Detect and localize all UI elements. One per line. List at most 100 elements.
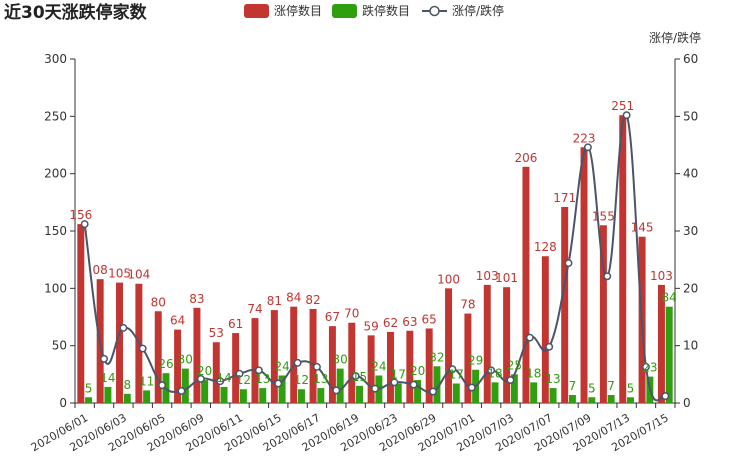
bar-limit-up[interactable] xyxy=(425,328,433,403)
ratio-point[interactable] xyxy=(254,366,263,375)
bar-limit-up[interactable] xyxy=(619,115,627,403)
bar-limit-up[interactable] xyxy=(212,342,220,403)
bar-limit-up[interactable] xyxy=(561,206,569,403)
ratio-point[interactable] xyxy=(332,386,341,395)
bar-limit-up[interactable] xyxy=(154,311,162,403)
bar-limit-down[interactable] xyxy=(297,389,305,403)
ratio-point[interactable] xyxy=(583,143,592,152)
bar-limit-up[interactable] xyxy=(193,307,201,403)
ratio-point[interactable] xyxy=(80,220,89,229)
bar-limit-down[interactable] xyxy=(510,374,518,403)
bar-limit-down[interactable] xyxy=(665,306,673,403)
bar-limit-up[interactable] xyxy=(367,335,375,403)
bar-limit-up[interactable] xyxy=(541,256,549,403)
y-tick-label-right: 0 xyxy=(683,396,691,410)
ratio-point[interactable] xyxy=(622,111,631,120)
ratio-point[interactable] xyxy=(119,323,128,332)
ratio-point[interactable] xyxy=(661,392,670,401)
bar-limit-up[interactable] xyxy=(580,147,588,403)
y-tick-label-right: 50 xyxy=(683,109,698,123)
ratio-point[interactable] xyxy=(138,344,147,353)
bar-limit-up[interactable] xyxy=(328,326,336,403)
bar-limit-up[interactable] xyxy=(290,306,298,403)
bar-limit-up[interactable] xyxy=(406,330,414,403)
bar-limit-down[interactable] xyxy=(588,397,596,403)
ratio-point[interactable] xyxy=(506,376,515,385)
data-label-limit-up: 100 xyxy=(437,272,460,286)
ratio-point[interactable] xyxy=(545,342,554,351)
bar-limit-up[interactable] xyxy=(348,322,356,403)
bar-limit-down[interactable] xyxy=(239,389,247,403)
ratio-point[interactable] xyxy=(158,381,167,390)
ratio-point[interactable] xyxy=(467,383,476,392)
bar-limit-down[interactable] xyxy=(123,393,131,403)
ratio-point[interactable] xyxy=(429,387,438,396)
ratio-point[interactable] xyxy=(642,362,650,371)
ratio-point[interactable] xyxy=(100,354,108,363)
ratio-point[interactable] xyxy=(177,387,186,395)
ratio-point[interactable] xyxy=(409,380,418,389)
data-label-limit-up: 145 xyxy=(631,221,654,235)
bar-limit-up[interactable] xyxy=(445,288,453,403)
bar-limit-down[interactable] xyxy=(181,368,189,403)
legend-item-limit-up[interactable]: 涨停数目 xyxy=(244,3,322,18)
bar-limit-up[interactable] xyxy=(464,313,472,403)
ratio-point[interactable] xyxy=(371,384,379,393)
bar-limit-down[interactable] xyxy=(627,397,634,403)
bar-limit-down[interactable] xyxy=(452,383,460,403)
bar-limit-down[interactable] xyxy=(414,380,422,403)
bar-limit-down[interactable] xyxy=(394,383,402,403)
ratio-point[interactable] xyxy=(525,333,534,342)
bar-limit-up[interactable] xyxy=(270,310,278,403)
ratio-point[interactable] xyxy=(196,374,205,383)
bar-limit-down[interactable] xyxy=(530,382,538,403)
legend: 涨停数目 跌停数目 涨停/跌停 xyxy=(244,3,504,18)
bar-limit-up[interactable] xyxy=(174,329,182,403)
ratio-point[interactable] xyxy=(235,369,244,378)
ratio-point[interactable] xyxy=(487,366,496,375)
bar-limit-up[interactable] xyxy=(309,308,317,403)
ratio-point[interactable] xyxy=(274,379,283,388)
bar-limit-down[interactable] xyxy=(85,397,93,403)
bar-limit-up[interactable] xyxy=(116,282,123,403)
bar-limit-up[interactable] xyxy=(77,224,85,403)
legend-item-limit-down[interactable]: 跌停数目 xyxy=(332,3,410,18)
ratio-point[interactable] xyxy=(564,259,573,268)
y-tick-label-left: 100 xyxy=(44,281,67,295)
data-label-limit-up: 105 xyxy=(108,267,131,281)
bar-limit-up[interactable] xyxy=(657,284,665,403)
bar-limit-down[interactable] xyxy=(143,390,151,403)
data-label-limit-up: 63 xyxy=(402,315,417,329)
bar-limit-down[interactable] xyxy=(104,386,112,403)
bar-limit-down[interactable] xyxy=(278,375,286,403)
bar-limit-down[interactable] xyxy=(491,382,499,403)
bar-limit-down[interactable] xyxy=(201,380,209,403)
bar-limit-down[interactable] xyxy=(336,368,344,403)
bar-limit-up[interactable] xyxy=(599,225,607,403)
data-label-limit-down: 23 xyxy=(642,361,657,375)
ratio-point[interactable] xyxy=(312,362,321,371)
bar-limit-up[interactable] xyxy=(503,287,511,403)
ratio-point[interactable] xyxy=(448,365,457,374)
legend-item-ratio[interactable]: 涨停/跌停 xyxy=(422,3,504,18)
bar-limit-down[interactable] xyxy=(220,386,228,403)
bar-limit-down[interactable] xyxy=(549,388,557,403)
bar-limit-up[interactable] xyxy=(483,284,491,403)
ratio-point[interactable] xyxy=(293,358,302,367)
bar-limit-up[interactable] xyxy=(387,331,394,403)
bar-limit-up[interactable] xyxy=(251,318,259,403)
data-label-limit-up: 155 xyxy=(592,209,615,223)
bar-limit-up[interactable] xyxy=(232,333,240,403)
bar-limit-down[interactable] xyxy=(607,394,615,403)
ratio-point[interactable] xyxy=(216,377,225,386)
ratio-point[interactable] xyxy=(390,378,399,387)
bar-limit-down[interactable] xyxy=(568,394,576,403)
bar-limit-up[interactable] xyxy=(522,166,530,403)
ratio-point[interactable] xyxy=(351,372,360,381)
bar-limit-down[interactable] xyxy=(317,388,325,403)
bar-limit-down[interactable] xyxy=(356,385,363,403)
bar-limit-down[interactable] xyxy=(259,388,267,403)
data-label-limit-down: 17 xyxy=(449,368,464,382)
ratio-point[interactable] xyxy=(603,272,612,281)
bar-limit-down[interactable] xyxy=(433,366,441,403)
